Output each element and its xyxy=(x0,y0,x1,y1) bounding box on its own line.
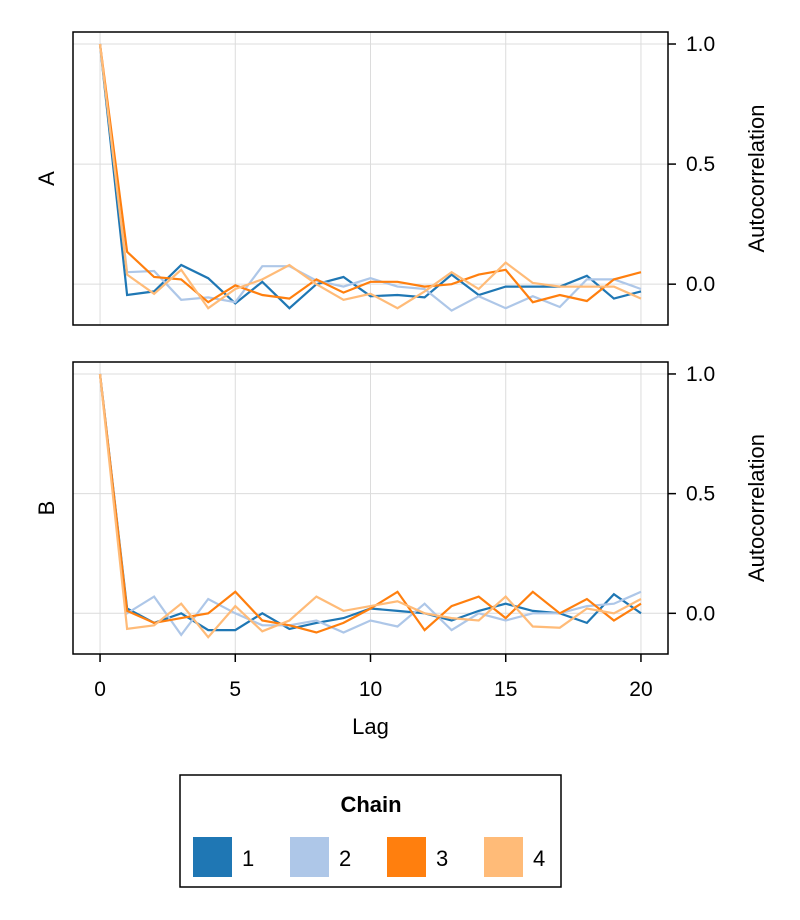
panel-a: 0.0 0.5 1.0 Autocorrelation A xyxy=(34,31,769,326)
legend-label: 3 xyxy=(436,846,448,871)
legend-label: 4 xyxy=(533,846,545,871)
y-tick-label: 0.5 xyxy=(686,483,715,506)
y-axis-title: Autocorrelation xyxy=(744,105,769,253)
legend-label: 1 xyxy=(242,846,254,871)
legend: Chain 1 2 3 4 xyxy=(179,774,562,888)
chart-panels: 0.0 0.5 1.0 Autocorrelation A 0.0 0.5 1.0 Autoco… xyxy=(34,31,769,739)
legend-item-chain-2: 2 xyxy=(290,837,351,877)
legend-swatch xyxy=(290,837,329,877)
legend-swatch xyxy=(193,837,232,877)
panel-b: 0.0 0.5 1.0 Autocorrelation B 0 5 10 15 20 Lag xyxy=(34,361,769,739)
y-axis-title: Autocorrelation xyxy=(744,434,769,582)
panel-label-b: B xyxy=(34,501,59,516)
plot-frame xyxy=(72,31,669,326)
y-tick-label: 0.0 xyxy=(686,602,715,625)
legend-items: 1 2 3 4 xyxy=(193,837,545,877)
series-line-chain-1 xyxy=(98,43,642,310)
y-tick-label: 1.0 xyxy=(686,363,715,386)
series-line-chain-3 xyxy=(98,43,642,304)
series-line-chain-2 xyxy=(98,43,642,312)
series-line-chain-4 xyxy=(98,43,642,310)
legend-frame xyxy=(179,774,562,888)
x-tick-label: 0 xyxy=(94,678,106,701)
panel-label-a: A xyxy=(34,171,59,186)
x-tick-label: 20 xyxy=(629,678,652,701)
x-tick-label: 5 xyxy=(229,678,241,701)
legend-item-chain-4: 4 xyxy=(484,837,545,877)
legend-swatch xyxy=(484,837,523,877)
series-line-chain-4 xyxy=(98,373,642,639)
x-tick-label: 15 xyxy=(494,678,517,701)
legend-item-chain-1: 1 xyxy=(193,837,254,877)
y-tick-label: 0.5 xyxy=(686,153,715,176)
legend-swatch xyxy=(387,837,426,877)
y-tick-label: 0.0 xyxy=(686,273,715,296)
x-tick-label: 10 xyxy=(359,678,382,701)
y-tick-label: 1.0 xyxy=(686,33,715,56)
legend-title: Chain xyxy=(340,792,401,817)
series-line-chain-2 xyxy=(98,373,642,637)
legend-label: 2 xyxy=(339,846,351,871)
legend-item-chain-3: 3 xyxy=(387,837,448,877)
x-axis-title: Lag xyxy=(352,714,389,739)
